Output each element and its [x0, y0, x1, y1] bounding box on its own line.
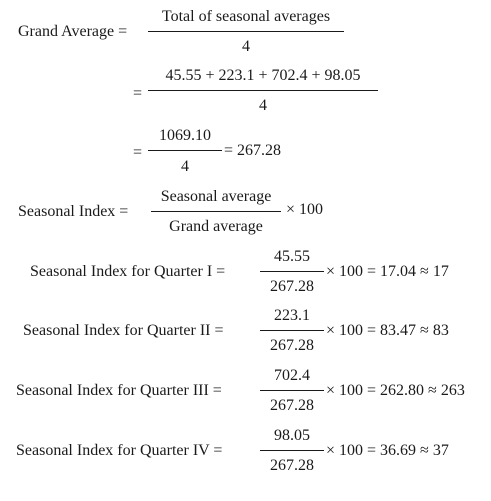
quarter-4-label: Seasonal Index for Quarter IV =	[16, 442, 223, 459]
grand-average-result: = 267.28	[224, 142, 282, 159]
grand-average-sum-numerator: 45.55 + 223.1 + 702.4 + 98.05	[165, 67, 361, 84]
quarter-3-result: × 100 = 262.80 ≈ 263	[326, 382, 465, 399]
grand-average-total-numerator: 1069.10	[159, 127, 211, 144]
grand-average-sum-bar	[148, 90, 378, 91]
quarter-2-result: × 100 = 83.47 ≈ 83	[326, 322, 449, 339]
seasonal-index-bar	[151, 211, 281, 212]
quarter-1-result: × 100 = 17.04 ≈ 17	[326, 263, 449, 280]
grand-average-formula-denominator: 4	[242, 38, 250, 55]
grand-average-equals-2: =	[133, 144, 143, 161]
seasonal-index-denominator: Grand average	[169, 218, 263, 235]
quarter-2-numerator: 223.1	[274, 307, 310, 324]
quarter-1-label: Seasonal Index for Quarter I =	[30, 263, 226, 280]
seasonal-index-multiplier: × 100	[286, 201, 324, 218]
grand-average-label: Grand Average =	[18, 23, 128, 40]
grand-average-sum-denominator: 4	[259, 97, 267, 114]
quarter-1-numerator: 45.55	[274, 248, 310, 265]
quarter-4-denominator: 267.28	[270, 457, 314, 474]
quarter-3-bar	[260, 390, 324, 391]
quarter-2-bar	[260, 330, 324, 331]
quarter-4-numerator: 98.05	[274, 427, 310, 444]
grand-average-total-denominator: 4	[181, 158, 189, 175]
quarter-3-denominator: 267.28	[270, 397, 314, 414]
grand-average-formula-numerator: Total of seasonal averages	[161, 8, 331, 25]
quarter-4-bar	[260, 450, 324, 451]
seasonal-index-label: Seasonal Index =	[18, 203, 129, 220]
quarter-3-numerator: 702.4	[274, 367, 310, 384]
quarter-1-denominator: 267.28	[270, 278, 314, 295]
seasonal-index-numerator: Seasonal average	[160, 188, 272, 205]
quarter-3-label: Seasonal Index for Quarter III =	[16, 382, 222, 399]
grand-average-equals-1: =	[133, 85, 143, 102]
quarter-1-bar	[260, 271, 324, 272]
quarter-2-label: Seasonal Index for Quarter II =	[23, 322, 224, 339]
quarter-4-result: × 100 = 36.69 ≈ 37	[326, 442, 449, 459]
quarter-2-denominator: 267.28	[270, 337, 314, 354]
grand-average-total-bar	[148, 150, 222, 151]
grand-average-formula-bar	[148, 31, 344, 32]
